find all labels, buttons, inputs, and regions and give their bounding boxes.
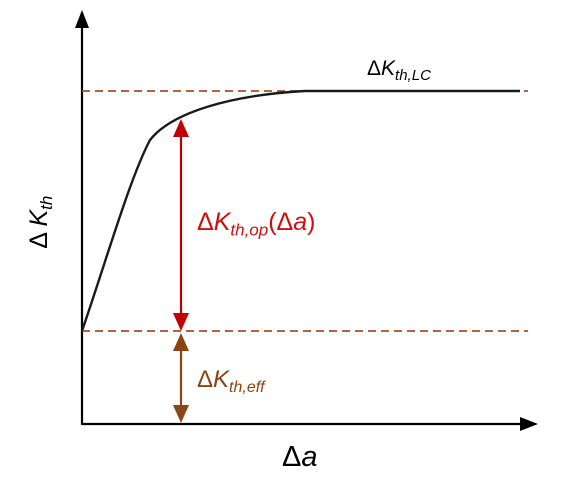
eff-label-delta: Δ (197, 366, 214, 393)
eff-label-subscript: th,eff (229, 379, 265, 397)
op-label-paren-close: ) (307, 208, 316, 236)
eff-label-var: K (213, 366, 230, 393)
lc-label-delta: Δ (367, 57, 382, 80)
y-axis-label: Δ Kth (24, 167, 57, 277)
op-label-var: K (213, 208, 231, 236)
x-axis-label-var: a (301, 441, 318, 473)
op-arrow-top-head (173, 119, 189, 137)
y-axis-label-subscript: th (37, 195, 57, 210)
y-axis-label-var: K (24, 209, 53, 227)
lc-threshold-label: ΔKth,LC (367, 58, 431, 83)
op-label-paren-var: a (293, 208, 308, 236)
op-label-delta: Δ (197, 208, 214, 236)
lc-label-var: K (381, 57, 396, 80)
op-label-subscript: th,op (230, 220, 269, 240)
eff-arrow-top-head (173, 333, 189, 351)
y-axis-arrowhead (75, 10, 89, 28)
op-label-paren-open: (Δ (268, 208, 294, 236)
eff-threshold-label: ΔKth,eff (197, 368, 265, 396)
op-threshold-label: ΔKth,op(Δa) (197, 208, 316, 240)
x-axis-label: Δa (282, 443, 318, 472)
x-axis-label-delta: Δ (282, 441, 302, 473)
x-axis-arrowhead (520, 417, 538, 431)
y-axis-label-delta: Δ (24, 226, 53, 249)
eff-arrow-bottom-head (173, 405, 189, 423)
threshold-curve (80, 89, 520, 332)
lc-label-subscript: th,LC (395, 66, 431, 84)
op-arrow-bottom-head (173, 313, 189, 331)
